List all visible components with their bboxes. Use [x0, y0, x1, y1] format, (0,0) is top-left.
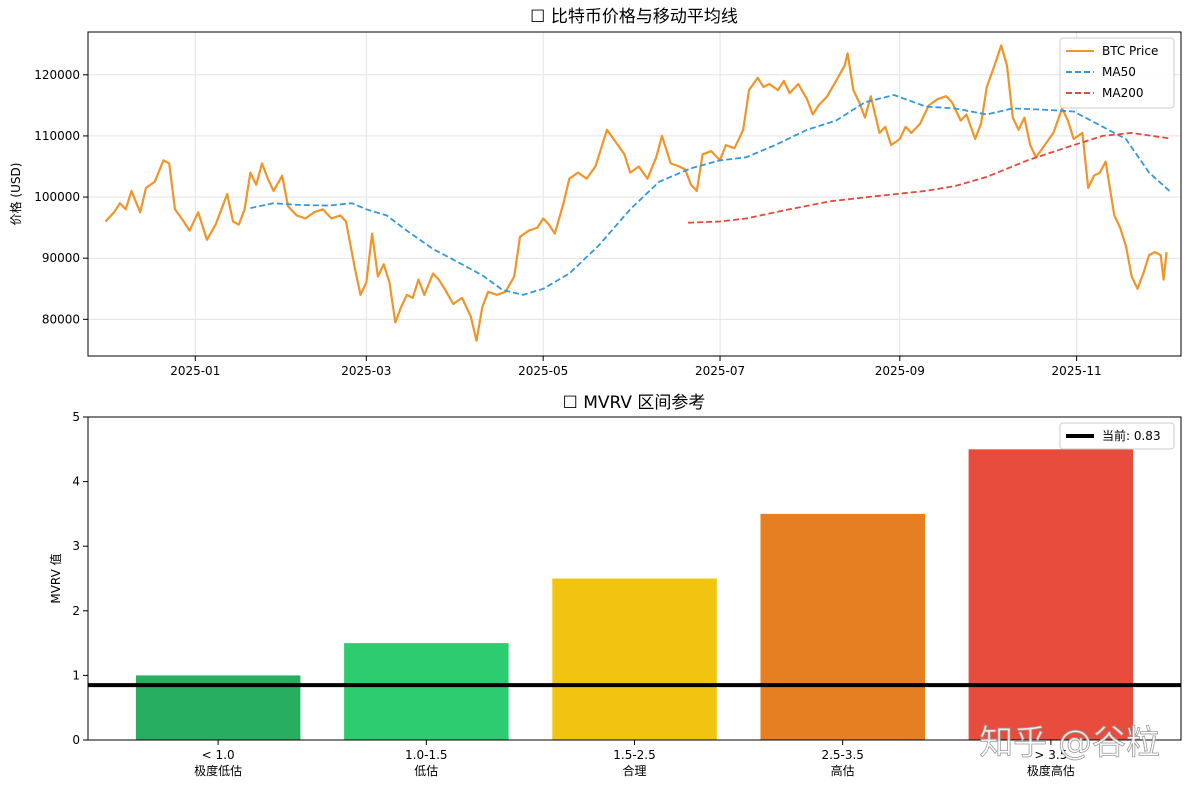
mvrv-chart-y-label: MVRV 值: [48, 553, 63, 603]
price-chart-y-ticks: 80000 90000 100000 110000 120000: [34, 68, 88, 326]
mvrv-chart-y-ticks: 0 1 2 3 4 5: [72, 410, 88, 747]
y-tick-label: 5: [72, 410, 80, 424]
x-tick-label: 2025-11: [1052, 364, 1102, 378]
y-tick-label: 100000: [34, 190, 80, 204]
series-line-btc-price: [104, 44, 1168, 342]
y-tick-label: 3: [72, 539, 80, 553]
x-tick-label: 2025-01: [170, 364, 220, 378]
price-chart-x-ticks: 2025-01 2025-03 2025-05 2025-07 2025-09 2025-…: [170, 356, 1102, 378]
y-tick-label: 4: [72, 475, 80, 489]
x-tick-label: 2025-05: [518, 364, 568, 378]
x-tick-category: 高估: [831, 763, 855, 778]
x-tick-range: < 1.0: [202, 748, 235, 762]
mvrv-chart-legend: 当前: 0.83: [1059, 422, 1175, 450]
y-tick-label: 120000: [34, 68, 80, 82]
legend-label: 当前: 0.83: [1102, 428, 1161, 443]
mvrv-chart-title: ☐ MVRV 区间参考: [563, 393, 706, 413]
mvrv-chart-bars: [135, 449, 1134, 740]
price-chart-grid: [88, 32, 1181, 356]
legend-label: MA200: [1102, 86, 1143, 100]
watermark-text: 知乎 @谷粒: [979, 723, 1160, 763]
legend-label: MA50: [1102, 65, 1136, 79]
y-tick-label: 2: [72, 604, 80, 618]
series-line-ma200: [688, 132, 1170, 224]
bar: [760, 513, 925, 740]
y-tick-label: 110000: [34, 129, 80, 143]
x-tick-range: > 3.5: [1034, 748, 1067, 762]
price-chart-y-label: 价格 (USD): [8, 163, 23, 226]
x-tick-label: 2025-07: [695, 364, 745, 378]
y-tick-label: 90000: [42, 251, 80, 265]
legend-label: BTC Price: [1102, 44, 1158, 58]
price-chart-lines: [104, 44, 1171, 342]
x-tick-category: 极度高估: [1027, 763, 1075, 778]
x-tick-category: 低估: [414, 764, 438, 778]
y-tick-label: 0: [72, 733, 80, 747]
series-line-ma50: [250, 94, 1171, 296]
x-tick-range: 1.5-2.5: [613, 748, 656, 762]
y-tick-label: 1: [72, 668, 80, 682]
price-chart-frame: [87, 31, 1182, 357]
x-tick-range: 1.0-1.5: [405, 748, 448, 762]
price-chart: ☐ 比特币价格与移动平均线 2025-01 2025-03 2025-05 2025-…: [8, 7, 1182, 378]
legend-box: [1059, 37, 1175, 109]
x-tick-label: 2025-03: [341, 364, 391, 378]
bar: [552, 578, 717, 740]
legend-box: [1059, 422, 1175, 450]
bar: [344, 643, 509, 740]
price-chart-title: ☐ 比特币价格与移动平均线: [530, 7, 738, 27]
x-tick-category: 合理: [622, 763, 646, 778]
bar: [968, 449, 1134, 740]
y-tick-label: 80000: [42, 312, 80, 326]
price-chart-legend: BTC Price MA50 MA200: [1059, 37, 1175, 109]
x-tick-range: 2.5-3.5: [821, 748, 864, 762]
x-tick-category: 极度低估: [194, 763, 242, 778]
x-tick-label: 2025-09: [875, 364, 925, 378]
